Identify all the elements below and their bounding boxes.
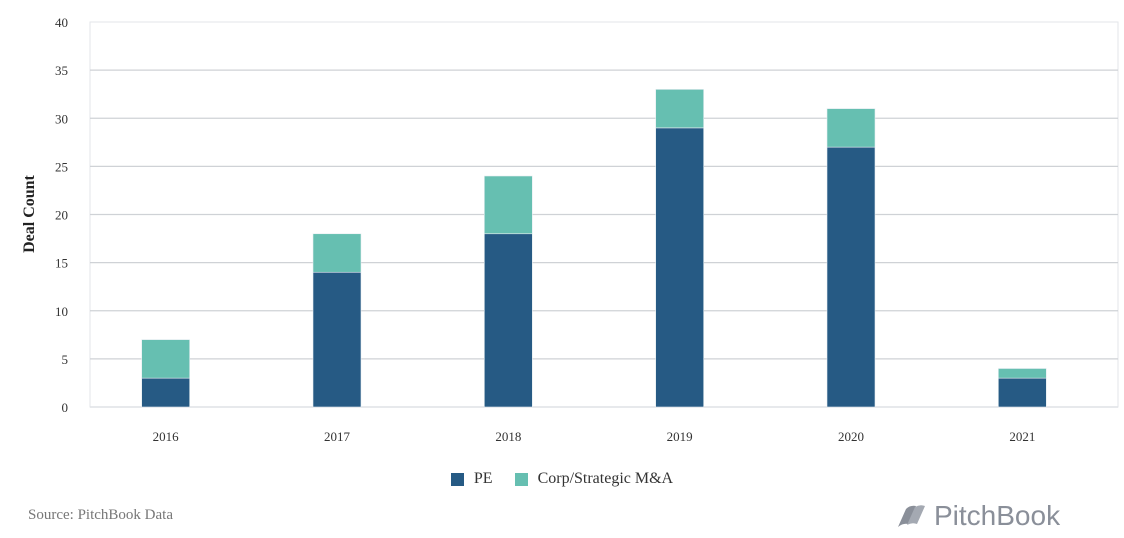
y-tick-label: 35 [55, 63, 68, 78]
x-tick-label: 2021 [1009, 429, 1035, 444]
bar-corp-2016 [141, 339, 190, 379]
legend-label-corp: Corp/Strategic M&A [537, 470, 674, 487]
legend-label-pe: PE [473, 470, 493, 487]
bar-pe-2020 [826, 146, 876, 408]
x-tick-label: 2017 [324, 429, 351, 444]
source-note: Source: PitchBook Data [28, 507, 173, 523]
legend-swatch-corp [514, 472, 528, 486]
legend-swatch-pe [450, 472, 464, 486]
bar-corp-2018 [484, 175, 533, 235]
y-tick-label: 10 [55, 304, 68, 319]
bar-pe-2018 [484, 233, 533, 408]
legend: PE Corp/Strategic M&A [0, 470, 1124, 488]
book-icon [898, 505, 925, 527]
bars [141, 89, 1047, 408]
y-tick-label: 20 [55, 208, 68, 223]
grid-lines [89, 21, 1119, 408]
bar-corp-2020 [826, 108, 876, 148]
legend-item-pe: PE [450, 470, 493, 488]
bar-corp-2021 [998, 368, 1047, 379]
x-tick-label: 2020 [838, 429, 864, 444]
y-tick-label: 5 [62, 352, 69, 367]
x-tick-label: 2019 [667, 429, 693, 444]
y-tick-label: 25 [55, 159, 68, 174]
chart: 0 5 10 15 20 25 30 35 40 2016 2017 2018 2019 2020 202… [21, 15, 1119, 444]
bar-corp-2017 [312, 233, 362, 273]
x-tick-label: 2018 [495, 429, 521, 444]
y-axis-label: Deal Count [21, 174, 38, 252]
y-tick-label: 15 [55, 256, 68, 271]
bar-pe-2021 [998, 377, 1047, 408]
y-tick-labels: 0 5 10 15 20 25 30 35 40 [55, 15, 68, 415]
pitchbook-logo: PitchBook [896, 500, 1060, 532]
bar-pe-2016 [141, 377, 190, 408]
bar-corp-2019 [655, 89, 704, 129]
bar-pe-2017 [312, 271, 362, 408]
x-tick-labels: 2016 2017 2018 2019 2020 2021 [153, 429, 1036, 444]
y-tick-label: 0 [62, 400, 69, 415]
legend-item-corp: Corp/Strategic M&A [514, 470, 674, 488]
bar-pe-2019 [655, 127, 704, 408]
y-tick-label: 30 [55, 111, 68, 126]
y-tick-label: 40 [55, 15, 68, 30]
logo-text: PitchBook [934, 500, 1061, 531]
x-tick-label: 2016 [153, 429, 180, 444]
